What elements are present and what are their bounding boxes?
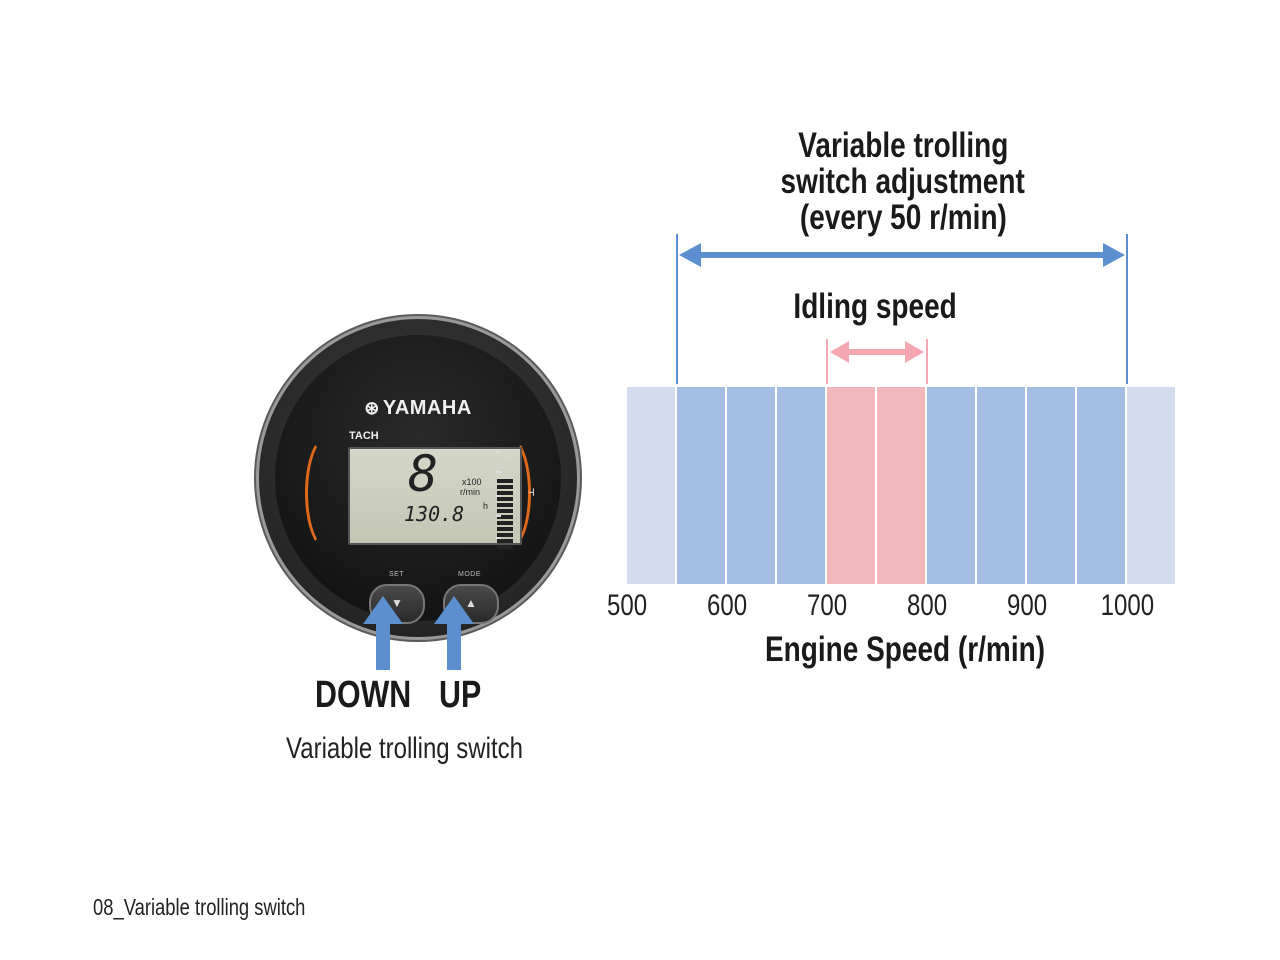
speed-band-cell	[677, 387, 725, 584]
speed-band-cell	[777, 387, 825, 584]
idle-speed-label: Idling speed	[793, 287, 957, 326]
brand-logo: ⊛ YAMAHA	[275, 397, 561, 420]
adjustment-range-arrow-shaft	[695, 252, 1109, 258]
x-tick-label: 1000	[1100, 589, 1154, 622]
speed-band-cell	[1077, 387, 1125, 584]
down-label: DOWN	[315, 674, 412, 716]
triangle-down-icon: ▼	[391, 596, 403, 610]
speed-band-cell	[627, 387, 675, 584]
x-tick-label: 900	[1006, 589, 1048, 622]
x-tick-label: 600	[706, 589, 748, 622]
gauge-arc-right	[485, 435, 531, 551]
set-label: SET	[389, 571, 405, 578]
lcd-trim-bars	[497, 479, 513, 551]
gauge-tick	[496, 515, 501, 517]
idle-range-arrowhead-left	[830, 341, 849, 363]
adjustment-range-arrowhead-left	[679, 243, 701, 267]
speed-band-cell	[977, 387, 1025, 584]
title-line: Variable trolling	[797, 126, 1009, 165]
title-line: (every 50 r/min)	[799, 198, 1007, 237]
lcd-rpm-digit: 8	[408, 445, 439, 503]
switch-label: Variable trolling switch	[286, 732, 523, 765]
gauge-tick	[496, 495, 501, 497]
x-tick-label: 500	[606, 589, 648, 622]
gauge-arc-left	[305, 435, 351, 551]
triangle-up-icon: ▲	[465, 596, 477, 610]
gauge-tick	[496, 451, 501, 453]
down-arrow-icon	[363, 596, 403, 670]
gauge-face: ⊛ YAMAHA TACH 8 x100 r/min 130.8 h ⫞ SET …	[275, 335, 561, 624]
yamaha-tuning-fork-icon: ⊛	[364, 398, 380, 418]
gauge-tick	[496, 471, 501, 473]
adjustment-range-arrowhead-right	[1103, 243, 1125, 267]
x-tick-label: 700	[806, 589, 848, 622]
brand-name: YAMAHA	[382, 397, 472, 419]
title-line: switch adjustment	[780, 162, 1026, 201]
speed-band-cell	[727, 387, 775, 584]
speed-band-cell	[1127, 387, 1175, 584]
x-tick-label: 800	[906, 589, 948, 622]
trim-icon: ⫞	[528, 483, 535, 499]
idle-range-arrow-shaft	[843, 349, 911, 355]
gauge-tick	[496, 537, 501, 539]
idle-range-arrowhead-right	[905, 341, 924, 363]
tach-mode-label: TACH	[349, 430, 379, 442]
x-axis-label: Engine Speed (r/min)	[765, 630, 1046, 669]
speed-band-cell	[877, 387, 925, 584]
lcd-unit: r/min	[460, 487, 480, 497]
up-arrow-icon	[434, 596, 474, 670]
mode-label: MODE	[458, 571, 481, 578]
figure-caption: 08_Variable trolling switch	[93, 894, 306, 920]
speed-band-cell	[1027, 387, 1075, 584]
button-arrows	[363, 596, 474, 670]
up-label: UP	[439, 674, 482, 716]
multifunction-gauge: ⊛ YAMAHA TACH 8 x100 r/min 130.8 h ⫞ SET …	[259, 319, 577, 637]
lcd-unit-multiplier: x100	[462, 477, 482, 487]
lcd-hour-unit: h	[483, 501, 489, 511]
lcd-hour-meter: 130.8	[404, 502, 465, 526]
speed-band-cell	[927, 387, 975, 584]
adjustment-range-title: Variable trolling switch adjustment (eve…	[728, 128, 1078, 236]
speed-band-cell	[827, 387, 875, 584]
lcd-display: 8 x100 r/min 130.8 h	[348, 445, 522, 549]
